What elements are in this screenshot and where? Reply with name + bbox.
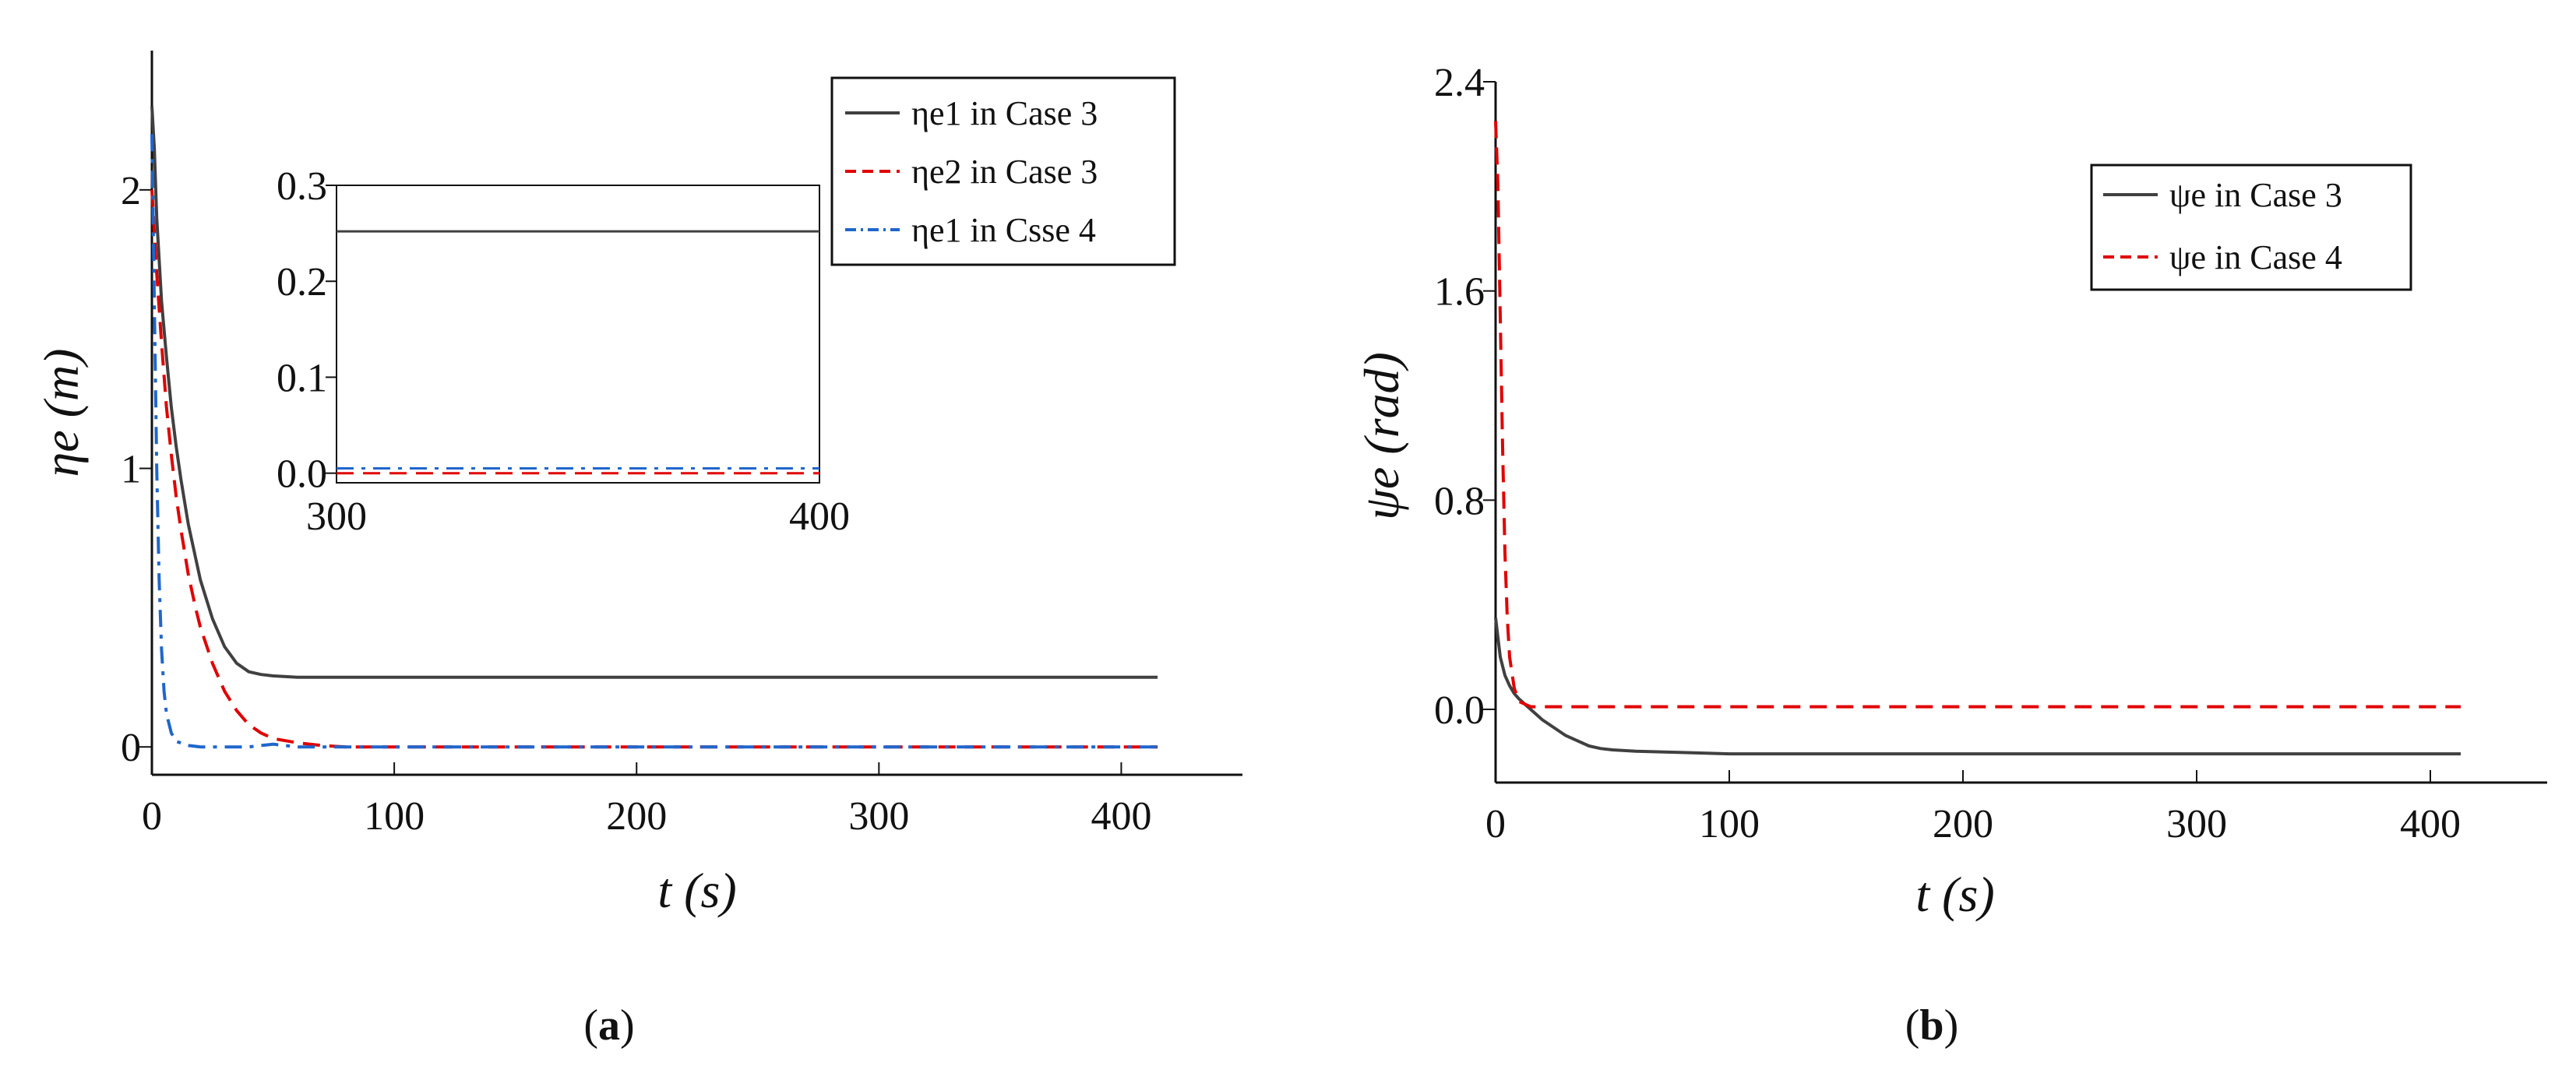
panel-a-y-tick-label: 1 [121, 448, 141, 492]
panel-b-series [1494, 121, 2461, 756]
panel-b-caption: (b) [1905, 1001, 1958, 1050]
panel-a-caption: (a) [583, 1001, 634, 1050]
panel-b-x-label: t (s) [1915, 867, 1994, 922]
inset-x-ticks: 300 400 [306, 472, 850, 539]
inset-y-ticks: 0.0 0.1 0.2 0.3 [277, 164, 337, 497]
panel-b-legend-label-1: ψe in Case 3 [2169, 176, 2342, 214]
panel-b-caption-open: ( [1905, 1001, 1920, 1050]
panel-b-y-tick-label: 0.8 [1434, 479, 1485, 523]
panel-a-caption-close: ) [620, 1001, 635, 1050]
panel-b-series-2 [1494, 121, 2461, 709]
inset-y-tick-label: 0.1 [277, 356, 327, 400]
panel-a-y-tick-label: 0 [121, 726, 141, 770]
panel-b-x-ticks: 0 100 200 300 400 [1485, 770, 2461, 846]
panel-a-x-tick-label: 300 [848, 794, 909, 839]
panel-a-legend: ηe1 in Case 3 ηe2 in Case 3 ηe1 in Csse 4 [830, 76, 1176, 266]
panel-a-legend-label-3: ηe1 in Csse 4 [911, 211, 1096, 249]
panel-a-x-ticks: 0 100 200 300 400 [142, 762, 1151, 839]
panel-b-y-ticks: 0.0 0.8 1.6 2.4 [1434, 61, 1496, 733]
panel-b-y-tick-label: 1.6 [1434, 270, 1485, 315]
panel-a-legend-label-1: ηe1 in Case 3 [911, 94, 1098, 132]
panel-a-y-label: ηe (m) [33, 349, 89, 477]
panel-a-caption-letter: a [598, 1001, 620, 1050]
panel-b-x-tick-label: 0 [1485, 802, 1506, 846]
panel-b-y-tick-label: 2.4 [1434, 61, 1485, 105]
panel-b-legend-label-2: ψe in Case 4 [2169, 238, 2342, 276]
panel-a-y-ticks: 0 1 2 [121, 169, 152, 770]
panel-a-x-tick-label: 100 [364, 794, 425, 839]
inset-series [337, 230, 819, 475]
panel-b-y-tick-label: 0.0 [1434, 688, 1485, 733]
panel-b-legend-items: ψe in Case 3 ψe in Case 4 [2103, 176, 2342, 276]
inset-x-tick-label: 400 [789, 494, 850, 539]
panel-a-x-tick-label: 400 [1091, 794, 1151, 839]
panel-a-x-tick-label: 0 [142, 794, 162, 839]
inset-y-tick-label: 0.0 [277, 452, 327, 497]
panel-b-caption-letter: b [1919, 1001, 1943, 1050]
inset-y-tick-label: 0.2 [277, 260, 327, 304]
inset-x-tick-label: 300 [306, 494, 367, 539]
panel-b-series-1 [1494, 617, 2461, 756]
panel-b-legend: ψe in Case 3 ψe in Case 4 [2090, 164, 2412, 291]
panel-a-caption-open: ( [583, 1001, 598, 1050]
panel-a-series-1 [150, 106, 1158, 679]
panel-a-legend-items: ηe1 in Case 3 ηe2 in Case 3 ηe1 in Csse 4 [845, 94, 1098, 249]
panel-a-series [150, 106, 1158, 749]
inset-y-tick-label: 0.3 [277, 164, 327, 209]
panel-b-x-tick-label: 100 [1699, 802, 1760, 846]
panel-b-x-tick-label: 400 [2400, 802, 2461, 846]
panel-a-y-tick-label: 2 [121, 169, 141, 213]
inset-frame [336, 185, 820, 484]
panel-b-x-tick-label: 200 [1933, 802, 1993, 846]
panel-a-series-3 [150, 134, 1158, 749]
panel-a-x-tick-label: 200 [606, 794, 667, 839]
panel-b-y-label: ψe (rad) [1354, 352, 1409, 520]
panel-a-series-2 [150, 189, 1158, 749]
panel-b-legend-box [2090, 164, 2412, 291]
panel-a-x-label: t (s) [657, 863, 736, 918]
panel-a-inset: 300 400 0.0 0.1 0.2 0.3 [277, 164, 850, 539]
panel-b-x-tick-label: 300 [2166, 802, 2227, 846]
panel-a: 0 100 200 300 400 0 1 2 t (s) ηe (m) 300 400 0.… [33, 51, 1242, 1050]
panel-a-legend-label-2: ηe2 in Case 3 [911, 153, 1098, 191]
panel-b: 0 100 200 300 400 0.0 0.8 1.6 2.4 t (s) ψe (rad… [1354, 61, 2547, 1050]
panel-b-plot-area [1494, 82, 2547, 784]
panel-b-caption-close: ) [1944, 1001, 1959, 1050]
